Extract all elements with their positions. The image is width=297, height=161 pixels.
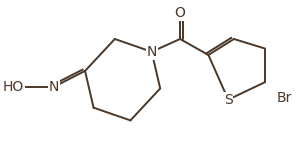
Text: HO: HO [3, 80, 24, 94]
Text: O: O [175, 6, 186, 20]
Text: Br: Br [277, 91, 292, 105]
Text: N: N [49, 80, 59, 94]
Text: N: N [146, 45, 157, 59]
Text: S: S [224, 93, 233, 107]
